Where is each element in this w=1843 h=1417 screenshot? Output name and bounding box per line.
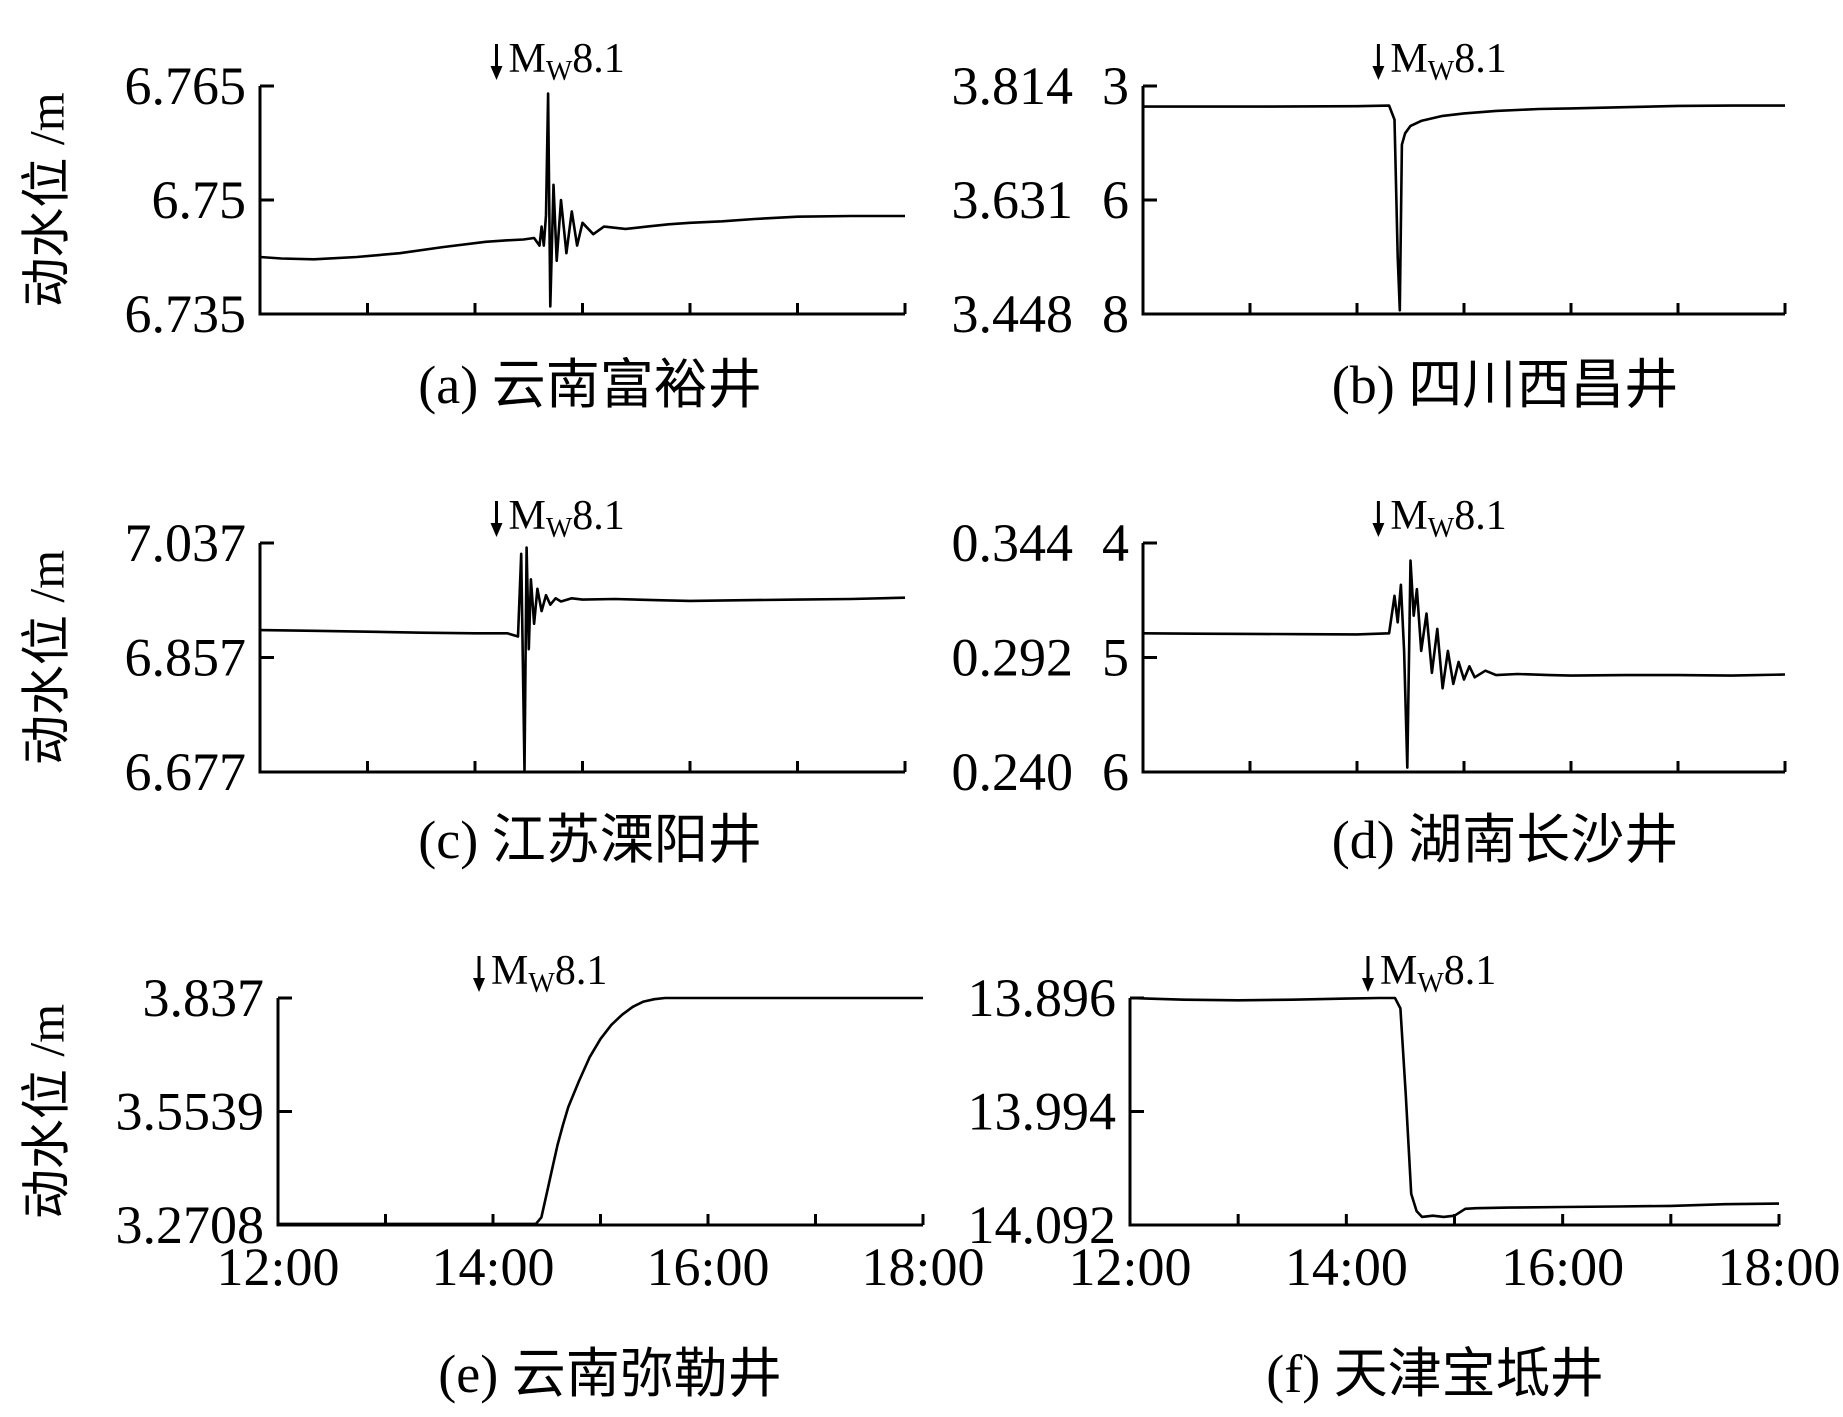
series-line xyxy=(259,546,906,773)
y-tick-label: 3.814 xyxy=(952,56,1074,116)
axis-frame xyxy=(258,86,905,316)
event-arrow-head xyxy=(1372,66,1385,80)
y-tick-label: 3.448 xyxy=(952,284,1074,344)
event-arrow-head xyxy=(1372,523,1385,537)
axis-frame xyxy=(1141,86,1785,316)
y-tick-label: 13.994 xyxy=(968,1082,1117,1142)
x-tick-label: 14:00 xyxy=(1285,1237,1408,1297)
series-line xyxy=(259,92,905,308)
y-tick-label: 0.240 xyxy=(952,742,1074,802)
y-tick-label: 6.765 xyxy=(125,56,247,116)
event-label: MW8.1 xyxy=(491,948,607,999)
panel-a: 6.765 6.75 6.735 动水位 /m MW8.1 (a) 云南富裕井 xyxy=(18,36,907,415)
y-tick-label-secondary: 6 xyxy=(1102,170,1129,230)
y-tick-label-secondary: 4 xyxy=(1102,513,1129,573)
y-tick-label: 13.896 xyxy=(968,968,1117,1028)
series-line xyxy=(278,996,923,1226)
panel-caption: (b) 四川西昌井 xyxy=(1332,355,1678,415)
panel-b: 3.814 3.631 3.448 3 6 8 MW8.1 (b) 四川西昌井 xyxy=(952,36,1787,415)
event-arrow-head xyxy=(473,978,486,992)
y-tick-label-secondary: 6 xyxy=(1102,742,1129,802)
y-tick-label: 3.631 xyxy=(952,170,1074,230)
y-tick-label: 0.292 xyxy=(952,628,1074,688)
event-label: MW8.1 xyxy=(509,493,625,544)
axis-frame xyxy=(276,998,923,1227)
panel-f: 12:00 14:00 16:00 18:00 13.896 13.994 14.092 MW… xyxy=(968,948,1841,1404)
y-tick-label-secondary: 5 xyxy=(1102,628,1129,688)
series-line xyxy=(1129,996,1780,1219)
y-tick-label: 3.837 xyxy=(143,968,265,1028)
event-arrow-head xyxy=(1361,978,1374,992)
panel-caption: (c) 江苏溧阳井 xyxy=(418,810,761,870)
panel-c: 7.037 6.857 6.677 动水位 /m MW8.1 (c) 江苏溧阳井 xyxy=(18,493,907,870)
event-label: MW8.1 xyxy=(509,36,625,87)
x-tick-label: 12:00 xyxy=(1068,1237,1191,1297)
axis-frame xyxy=(1128,998,1779,1227)
y-tick-label-secondary: 3 xyxy=(1102,56,1129,116)
x-tick-label: 18:00 xyxy=(1717,1237,1840,1297)
y-tick-label: 6.857 xyxy=(125,628,247,688)
x-tick-label: 16:00 xyxy=(1501,1237,1624,1297)
panel-caption: (e) 云南弥勒井 xyxy=(438,1344,781,1404)
y-tick-label: 14.092 xyxy=(968,1195,1117,1255)
panel-e: 12:00 14:00 16:00 18:00 3.837 3.5539 3.2708 动水位… xyxy=(18,948,984,1404)
series-line xyxy=(1142,559,1786,769)
event-label: MW8.1 xyxy=(1390,493,1506,544)
event-arrow-head xyxy=(490,523,503,537)
series-line xyxy=(1143,104,1785,312)
y-tick-label: 7.037 xyxy=(125,513,247,573)
x-tick-label: 12:00 xyxy=(216,1237,339,1297)
y-tick-label: 3.5539 xyxy=(116,1082,265,1142)
panel-d: 0.344 0.292 0.240 4 5 6 MW8.1 (d) 湖南长沙井 xyxy=(952,493,1787,870)
y-axis-label: 动水位 /m xyxy=(18,1004,74,1219)
panel-caption: (a) 云南富裕井 xyxy=(418,355,761,415)
x-tick-label: 16:00 xyxy=(646,1237,769,1297)
panel-caption: (d) 湖南长沙井 xyxy=(1332,810,1678,870)
event-label: MW8.1 xyxy=(1390,36,1506,87)
y-tick-label: 3.2708 xyxy=(116,1195,265,1255)
x-tick-label: 14:00 xyxy=(431,1237,554,1297)
y-axis-label: 动水位 /m xyxy=(18,550,74,765)
y-tick-label: 6.735 xyxy=(125,284,247,344)
y-tick-label: 0.344 xyxy=(952,513,1074,573)
y-axis-label: 动水位 /m xyxy=(18,92,74,307)
y-tick-label: 6.677 xyxy=(125,742,247,802)
y-tick-label-secondary: 8 xyxy=(1102,284,1129,344)
y-tick-label: 6.75 xyxy=(152,170,247,230)
event-arrow-head xyxy=(490,66,503,80)
x-tick-label: 18:00 xyxy=(861,1237,984,1297)
axis-frame xyxy=(258,543,905,774)
event-label: MW8.1 xyxy=(1380,948,1496,999)
panel-caption: (f) 天津宝坻井 xyxy=(1266,1344,1603,1404)
axis-frame xyxy=(1141,543,1785,774)
